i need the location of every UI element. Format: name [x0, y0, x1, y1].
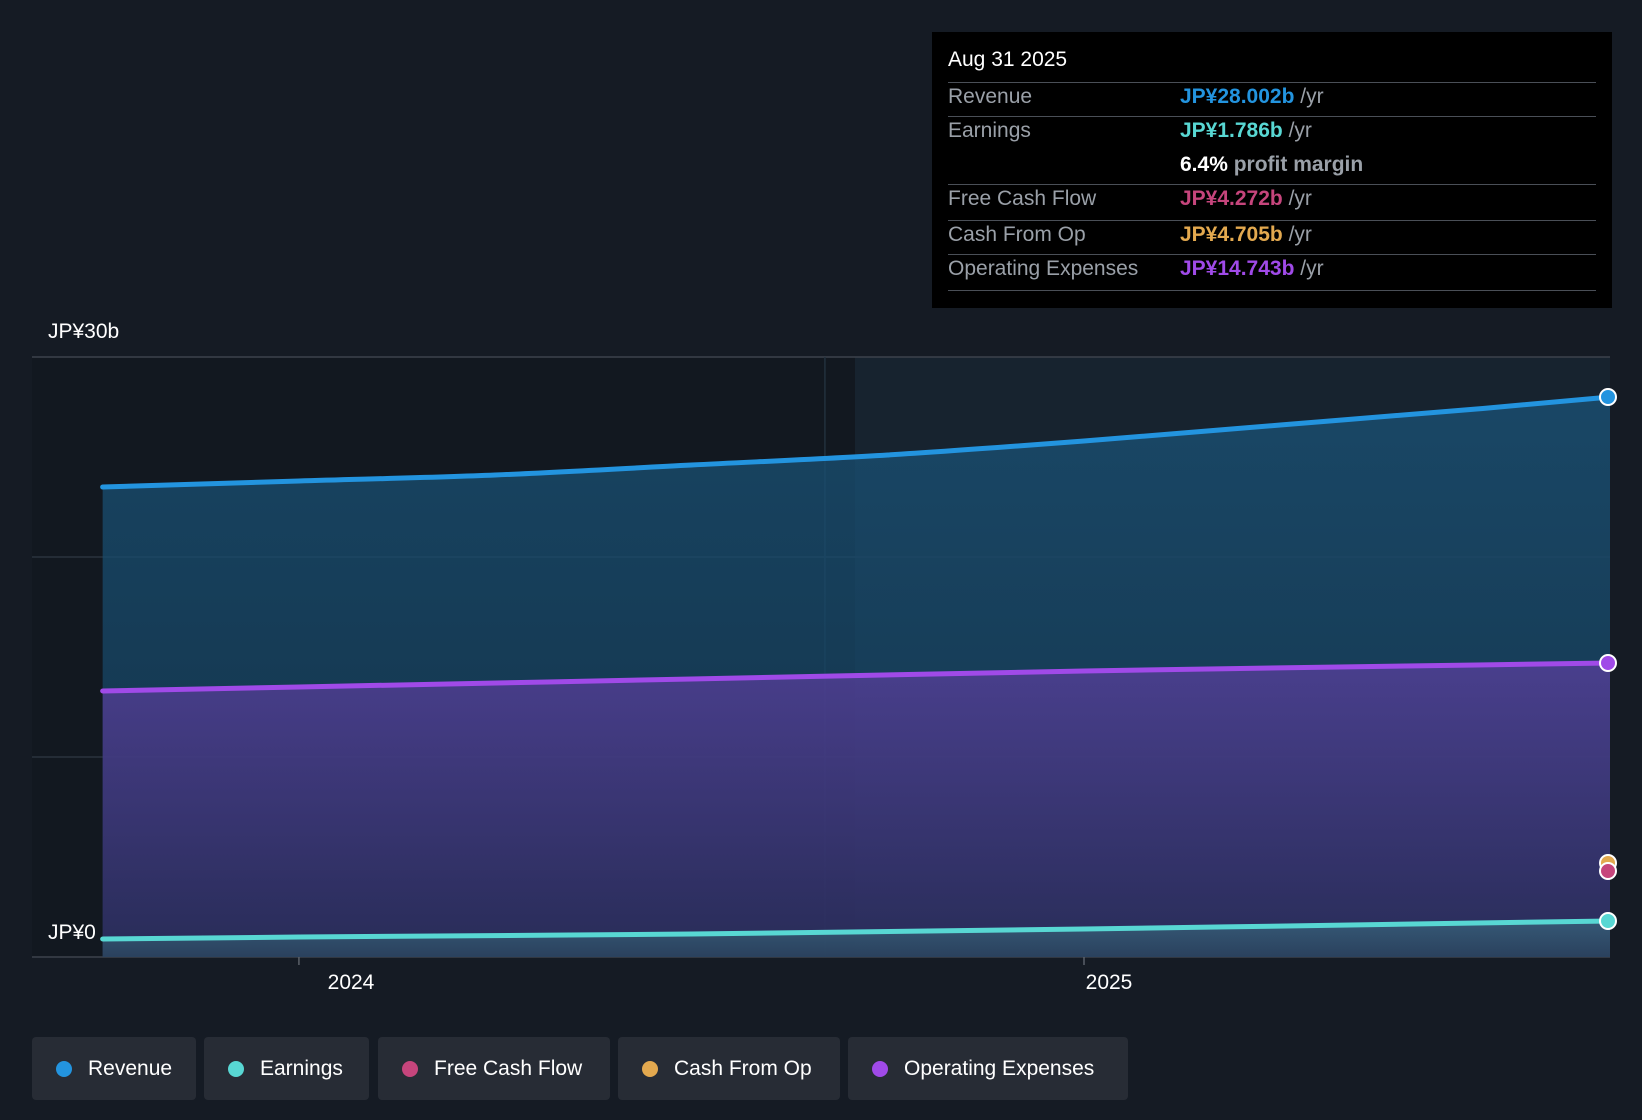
legend-dot-cash-from-op	[642, 1060, 658, 1077]
legend-item-operating-expenses[interactable]: Operating Expenses	[848, 1037, 1128, 1100]
tooltip-value-operating-expenses: JP¥14.743b /yr	[1180, 257, 1324, 280]
y-axis-max-label: JP¥30b	[48, 320, 120, 343]
line-earnings	[100, 918, 1613, 942]
end-point-operating_expenses	[1599, 654, 1617, 672]
end-point-revenue	[1599, 388, 1617, 406]
tooltip-divider	[948, 116, 1596, 117]
tooltip-value-revenue: JP¥28.002b /yr	[1180, 85, 1324, 108]
y-axis-min-label: JP¥0	[48, 921, 96, 944]
legend-label-free-cash-flow: Free Cash Flow	[434, 1056, 583, 1080]
legend-dot-operating-expenses	[872, 1060, 888, 1077]
x-tick-label-2024: 2024	[327, 971, 375, 994]
legend-label-earnings: Earnings	[260, 1056, 343, 1080]
tooltip-divider	[948, 82, 1596, 83]
tooltip-row-revenue: Revenue JP¥28.002b /yr	[948, 85, 1596, 115]
legend-label-revenue: Revenue	[88, 1056, 173, 1080]
line-revenue	[100, 394, 1613, 490]
tooltip-divider	[948, 220, 1596, 221]
legend-item-earnings[interactable]: Earnings	[204, 1037, 369, 1100]
tooltip-label-operating-expenses: Operating Expenses	[948, 257, 1139, 280]
line-operating_expenses	[100, 660, 1613, 694]
tooltip-date: Aug 31 2025	[948, 48, 1068, 71]
tooltip-value-profit-margin: 6.4% profit margin	[1180, 153, 1364, 176]
area-earnings	[102, 921, 1610, 957]
end-point-free_cash_flow	[1599, 862, 1617, 880]
tooltip-panel: Aug 31 2025 Revenue JP¥28.002b /yr Earni…	[932, 32, 1612, 308]
tooltip-label-cash-from-op: Cash From Op	[948, 223, 1086, 246]
tooltip-value-earnings: JP¥1.786b /yr	[1180, 119, 1312, 142]
tooltip-label-revenue: Revenue	[948, 85, 1033, 108]
tooltip-row-earnings: Earnings JP¥1.786b /yr	[948, 119, 1596, 149]
tooltip-divider	[948, 184, 1596, 185]
end-point-earnings	[1599, 912, 1617, 930]
tooltip-label-free-cash-flow: Free Cash Flow	[948, 187, 1097, 210]
tooltip-value-free-cash-flow: JP¥4.272b /yr	[1180, 187, 1312, 210]
tooltip-row-free-cash-flow: Free Cash Flow JP¥4.272b /yr	[948, 187, 1596, 217]
legend-label-cash-from-op: Cash From Op	[674, 1056, 812, 1080]
legend-item-revenue[interactable]: Revenue	[32, 1037, 196, 1100]
tooltip-row-cash-from-op: Cash From Op JP¥4.705b /yr	[948, 223, 1596, 253]
legend-item-cash-from-op[interactable]: Cash From Op	[618, 1037, 840, 1100]
tooltip-divider	[948, 290, 1596, 291]
tooltip-divider	[948, 254, 1596, 255]
tooltip-row-profit-margin: 6.4% profit margin	[948, 153, 1596, 183]
tooltip-label-earnings: Earnings	[948, 119, 1031, 142]
legend-dot-revenue	[56, 1060, 72, 1077]
legend-dot-free-cash-flow	[402, 1060, 418, 1077]
legend-label-operating-expenses: Operating Expenses	[904, 1056, 1095, 1080]
x-tick-label-2025: 2025	[1085, 971, 1133, 994]
area-operating_expenses	[102, 663, 1610, 957]
legend-item-free-cash-flow[interactable]: Free Cash Flow	[378, 1037, 610, 1100]
tooltip-row-operating-expenses: Operating Expenses JP¥14.743b /yr	[948, 257, 1596, 287]
tooltip-value-cash-from-op: JP¥4.705b /yr	[1180, 223, 1312, 246]
legend-dot-earnings	[228, 1060, 244, 1077]
